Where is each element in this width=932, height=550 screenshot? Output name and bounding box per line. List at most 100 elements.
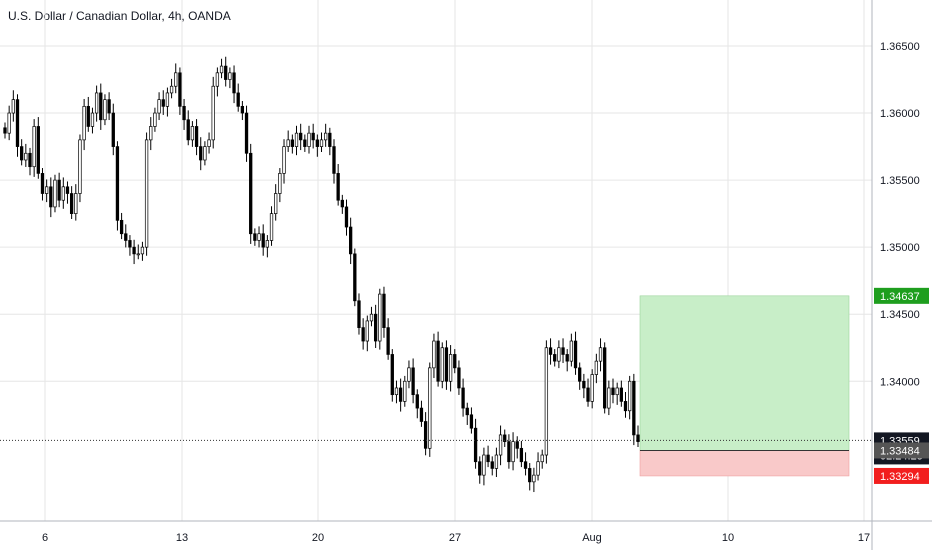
candle-body xyxy=(461,387,465,409)
candle-body xyxy=(282,146,286,174)
candle-body xyxy=(636,434,640,442)
candle-body xyxy=(49,186,53,208)
candle-body xyxy=(632,380,636,436)
x-tick-label: Aug xyxy=(582,532,602,544)
candle-body xyxy=(553,354,557,362)
candle-body xyxy=(611,387,615,396)
candle-body xyxy=(490,461,494,469)
candle-body xyxy=(40,173,45,194)
x-tick-label: 17 xyxy=(858,532,870,544)
candle-body xyxy=(65,186,70,194)
candle-body xyxy=(519,447,524,463)
candle-body xyxy=(457,367,461,389)
entry-price-tag: 1.33484 xyxy=(880,445,920,457)
candle-body xyxy=(20,146,24,161)
stop-price-tag: 1.33294 xyxy=(880,471,920,483)
candle-body xyxy=(369,313,374,322)
candle-body xyxy=(228,72,232,80)
candle-body xyxy=(203,146,207,161)
candle-body xyxy=(486,454,490,463)
candle-body xyxy=(598,347,603,362)
candle-body xyxy=(90,112,95,127)
candle-body xyxy=(590,374,594,402)
candle-body xyxy=(473,427,478,463)
x-tick-label: 6 xyxy=(42,532,48,544)
target-price-tag: 1.34637 xyxy=(880,291,920,303)
candle-body xyxy=(432,340,436,369)
candle-body xyxy=(207,139,211,147)
candle-body xyxy=(394,387,399,396)
candle-body xyxy=(390,354,394,396)
candle-body xyxy=(398,387,403,402)
candle-body xyxy=(407,367,411,382)
candle-body xyxy=(61,186,65,201)
candle-body xyxy=(557,347,561,362)
candle-body xyxy=(382,293,386,328)
candle-body xyxy=(28,152,32,168)
candle-body xyxy=(99,92,103,121)
candle-body xyxy=(44,186,49,194)
candle-body xyxy=(153,112,157,127)
candle-body xyxy=(128,240,132,248)
candle-body xyxy=(578,367,582,382)
candle-body xyxy=(32,126,36,168)
stop-price-tag-bg xyxy=(874,467,929,484)
candle-body xyxy=(182,105,186,121)
candle-body xyxy=(361,327,365,342)
candle-body xyxy=(573,340,578,369)
candle-body xyxy=(303,139,307,147)
x-tick-label: 20 xyxy=(312,532,324,544)
candle-body xyxy=(319,139,324,147)
candle-body xyxy=(494,454,499,469)
stop-loss-zone xyxy=(639,450,850,477)
candle-body xyxy=(453,354,457,369)
candle-body xyxy=(94,92,99,114)
candle-body xyxy=(149,126,153,141)
candle-body xyxy=(236,92,240,107)
candle-body xyxy=(53,179,57,208)
candle-body xyxy=(511,441,515,463)
candle-body xyxy=(111,112,115,147)
candle-body xyxy=(178,72,182,107)
candle-body xyxy=(290,139,294,147)
candle-body xyxy=(186,119,190,141)
candle-body xyxy=(540,454,544,463)
candle-body xyxy=(615,387,619,396)
candle-body xyxy=(219,65,224,74)
candle-body xyxy=(419,407,424,422)
candle-body xyxy=(548,347,553,355)
candle-body xyxy=(561,347,565,355)
candle-body xyxy=(232,72,236,94)
candle-body xyxy=(82,105,86,141)
candle-body xyxy=(11,99,15,114)
candle-body xyxy=(403,380,407,402)
entry-price-tag-bg xyxy=(874,442,929,459)
candle-body xyxy=(194,126,199,147)
candle-body xyxy=(465,407,469,416)
candle-body xyxy=(349,226,353,255)
candle-body xyxy=(119,219,124,235)
candle-body xyxy=(132,246,136,255)
candle-body xyxy=(57,179,61,201)
candle-body xyxy=(503,434,507,442)
candle-body xyxy=(365,320,369,342)
candle-body xyxy=(140,246,145,255)
candle-body xyxy=(211,85,215,141)
candle-body xyxy=(569,340,574,362)
candle-body xyxy=(544,347,549,456)
chart-title: U.S. Dollar / Canadian Dollar, 4h, OANDA xyxy=(8,9,231,23)
candle-body xyxy=(190,126,195,141)
candle-body xyxy=(448,354,453,382)
candle-body xyxy=(328,132,332,147)
candle-body xyxy=(165,92,170,107)
y-tick-label: 1.35500 xyxy=(880,175,920,187)
candle-body xyxy=(115,146,120,221)
candle-body xyxy=(478,461,482,476)
candle-body xyxy=(311,132,315,141)
candle-body xyxy=(523,461,528,469)
candle-body xyxy=(628,380,632,412)
candle-body xyxy=(444,347,449,382)
candle-body xyxy=(315,139,319,147)
candle-body xyxy=(124,233,128,241)
